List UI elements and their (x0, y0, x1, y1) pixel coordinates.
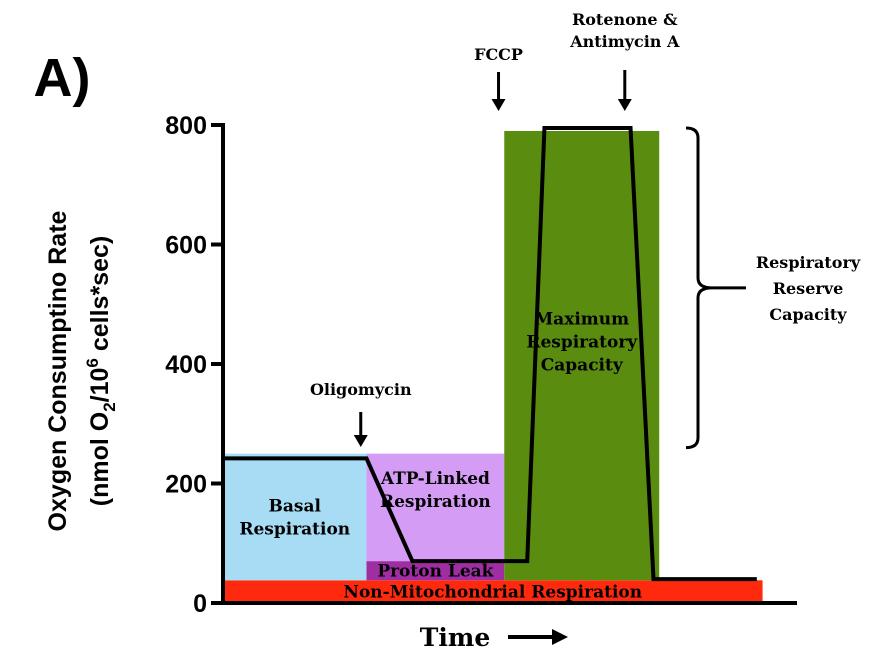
reserve-bracket (685, 126, 713, 450)
y-tick-label-800: 800 (165, 112, 207, 140)
bracket-label: Respiratory Reserve Capacity (756, 253, 861, 324)
region-basal (223, 453, 367, 581)
region-label-basal: Basal Respiration (239, 496, 350, 539)
region-label-maximum: Maximum Respiratory Capacity (526, 310, 638, 376)
annotation-arrow-head-rotenone (617, 99, 632, 111)
region-label-atp: ATP-Linked Respiration (380, 469, 491, 512)
x-axis-arrow-head (552, 629, 568, 645)
annotation-rotenone: Rotenone & Antimycin A (569, 10, 680, 51)
panel-label: A) (34, 48, 91, 108)
x-axis-title: Time (420, 623, 490, 652)
y-tick-label-0: 0 (193, 590, 207, 618)
annotation-oligomycin: Oligomycin (310, 380, 412, 399)
y-tick-label-200: 200 (165, 471, 207, 499)
y-tick-label-600: 600 (165, 232, 207, 260)
y-tick-label-400: 400 (165, 351, 207, 379)
region-label-non-mito: Non-Mitochondrial Respiration (343, 583, 642, 603)
annotation-arrow-head-fccp (491, 99, 506, 111)
region-label-proton-leak: Proton Leak (377, 562, 494, 582)
region-proton-leak (366, 561, 505, 581)
annotation-fccp: FCCP (474, 45, 523, 64)
y-axis-title: Oxygen Consumptino Rate (44, 210, 72, 531)
region-non-mito (223, 580, 763, 603)
annotation-arrow-head-oligomycin (353, 435, 368, 447)
y-axis-units: (nmol O2/106 cells*sec) (83, 236, 119, 506)
ocr-trace (223, 125, 757, 582)
